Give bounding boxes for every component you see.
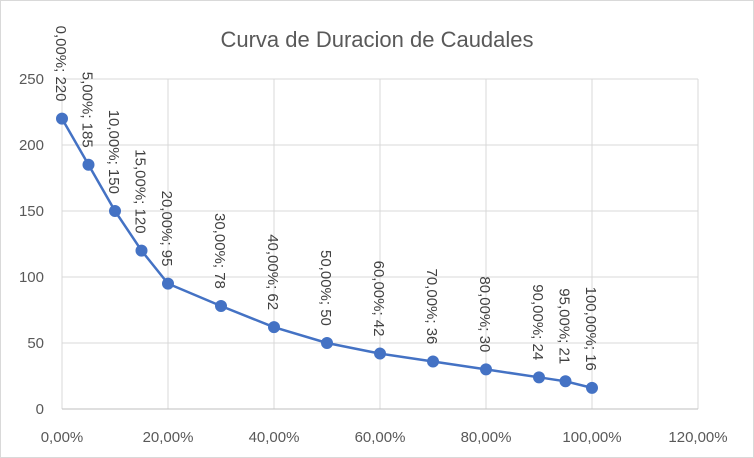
data-label: 80,00%; 30 bbox=[476, 276, 493, 352]
x-tick-label: 40,00% bbox=[249, 429, 300, 446]
data-label: 5,00%; 185 bbox=[79, 72, 96, 148]
x-tick-label: 100,00% bbox=[562, 429, 621, 446]
y-tick-label: 0 bbox=[36, 401, 44, 418]
data-point bbox=[82, 158, 95, 171]
data-label: 100,00%; 16 bbox=[582, 287, 599, 371]
data-point bbox=[56, 112, 68, 125]
data-label: 15,00%; 120 bbox=[132, 149, 149, 233]
data-label: 30,00%; 78 bbox=[211, 213, 228, 289]
data-point bbox=[215, 300, 227, 313]
data-label: 70,00%; 36 bbox=[423, 269, 440, 345]
data-label: 40,00%; 62 bbox=[264, 234, 281, 310]
data-point bbox=[586, 381, 598, 394]
data-point bbox=[321, 337, 333, 349]
data-label: 0,00%; 220 bbox=[52, 26, 69, 102]
x-tick-label: 20,00% bbox=[143, 429, 194, 446]
x-tick-label: 0,00% bbox=[41, 429, 84, 446]
data-label: 50,00%; 50 bbox=[317, 250, 334, 326]
chart-title: Curva de Duracion de Caudales bbox=[220, 27, 533, 52]
data-point bbox=[559, 375, 572, 388]
y-tick-label: 50 bbox=[27, 335, 44, 352]
data-label: 90,00%; 24 bbox=[529, 284, 546, 360]
data-point bbox=[374, 347, 386, 360]
data-point bbox=[480, 363, 492, 376]
axes: 0 50 100 150 200 250 0,00% 20,00% 40,00% 60,00% 80… bbox=[19, 71, 728, 446]
data-point bbox=[109, 205, 121, 217]
data-label: 60,00%; 42 bbox=[370, 261, 387, 337]
x-tick-label: 80,00% bbox=[461, 429, 512, 446]
data-label: 20,00%; 95 bbox=[158, 191, 175, 267]
data-point bbox=[427, 355, 439, 368]
gridlines bbox=[61, 78, 699, 409]
data-point bbox=[162, 277, 174, 290]
y-tick-label: 150 bbox=[19, 203, 44, 220]
data-labels: 0,00%; 220 5,00%; 185 10,00%; 150 15,00%; 1… bbox=[52, 26, 599, 371]
y-tick-label: 200 bbox=[19, 137, 44, 154]
data-point bbox=[533, 371, 545, 384]
y-tick-label: 100 bbox=[19, 269, 44, 286]
data-label: 10,00%; 150 bbox=[105, 110, 122, 194]
data-label: 95,00%; 21 bbox=[556, 288, 573, 364]
series-line bbox=[60, 117, 593, 390]
x-tick-label: 120,00% bbox=[668, 429, 727, 446]
data-point bbox=[135, 244, 148, 257]
data-point bbox=[268, 321, 280, 334]
y-tick-label: 250 bbox=[19, 71, 44, 88]
x-tick-label: 60,00% bbox=[355, 429, 406, 446]
series-layer bbox=[56, 112, 598, 394]
